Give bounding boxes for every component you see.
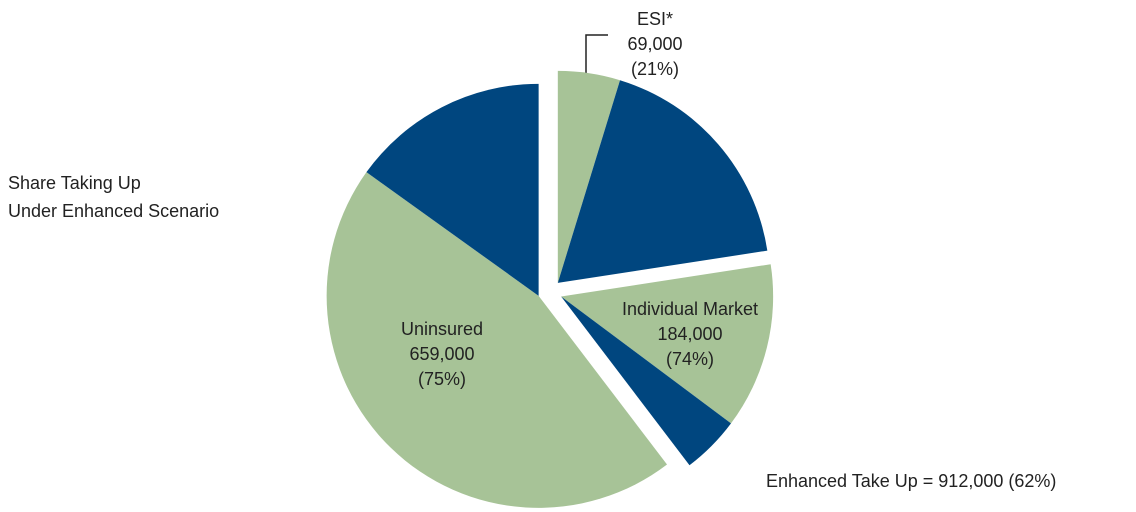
slice-label: Individual Market — [622, 299, 758, 319]
slice-label: ESI* — [637, 9, 673, 29]
slice-taking-up — [557, 70, 621, 283]
slice-taking-up — [326, 172, 668, 508]
share-label: (21%) — [631, 59, 679, 79]
slice-not-taking-up — [557, 80, 768, 283]
value-label: 184,000 — [657, 324, 722, 344]
share-label: (75%) — [418, 369, 466, 389]
slice-taking-up — [561, 264, 774, 424]
share-label: (74%) — [666, 349, 714, 369]
legend-line: Share Taking Up — [8, 173, 141, 193]
value-label: 69,000 — [627, 34, 682, 54]
slice-label: Uninsured — [401, 319, 483, 339]
annotation: Enhanced Take Up = 912,000 (62%) — [766, 471, 1056, 491]
slice-not-taking-up — [366, 83, 539, 296]
value-label: 659,000 — [409, 344, 474, 364]
legend-line: Under Enhanced Scenario — [8, 201, 219, 221]
slice-not-taking-up — [561, 296, 732, 466]
